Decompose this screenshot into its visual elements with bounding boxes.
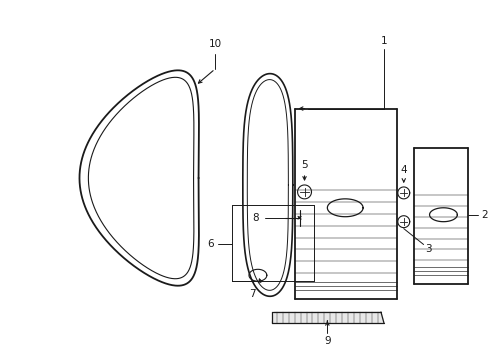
Text: 7: 7 bbox=[248, 289, 255, 299]
Text: 2: 2 bbox=[480, 210, 487, 220]
Text: 1: 1 bbox=[380, 36, 386, 46]
Text: 8: 8 bbox=[252, 213, 259, 223]
Text: 5: 5 bbox=[301, 160, 307, 170]
Polygon shape bbox=[271, 312, 383, 323]
Text: 6: 6 bbox=[206, 239, 213, 249]
Text: 3: 3 bbox=[425, 244, 431, 255]
Text: 9: 9 bbox=[324, 336, 330, 346]
Text: 4: 4 bbox=[400, 165, 406, 175]
Text: 10: 10 bbox=[208, 39, 222, 49]
